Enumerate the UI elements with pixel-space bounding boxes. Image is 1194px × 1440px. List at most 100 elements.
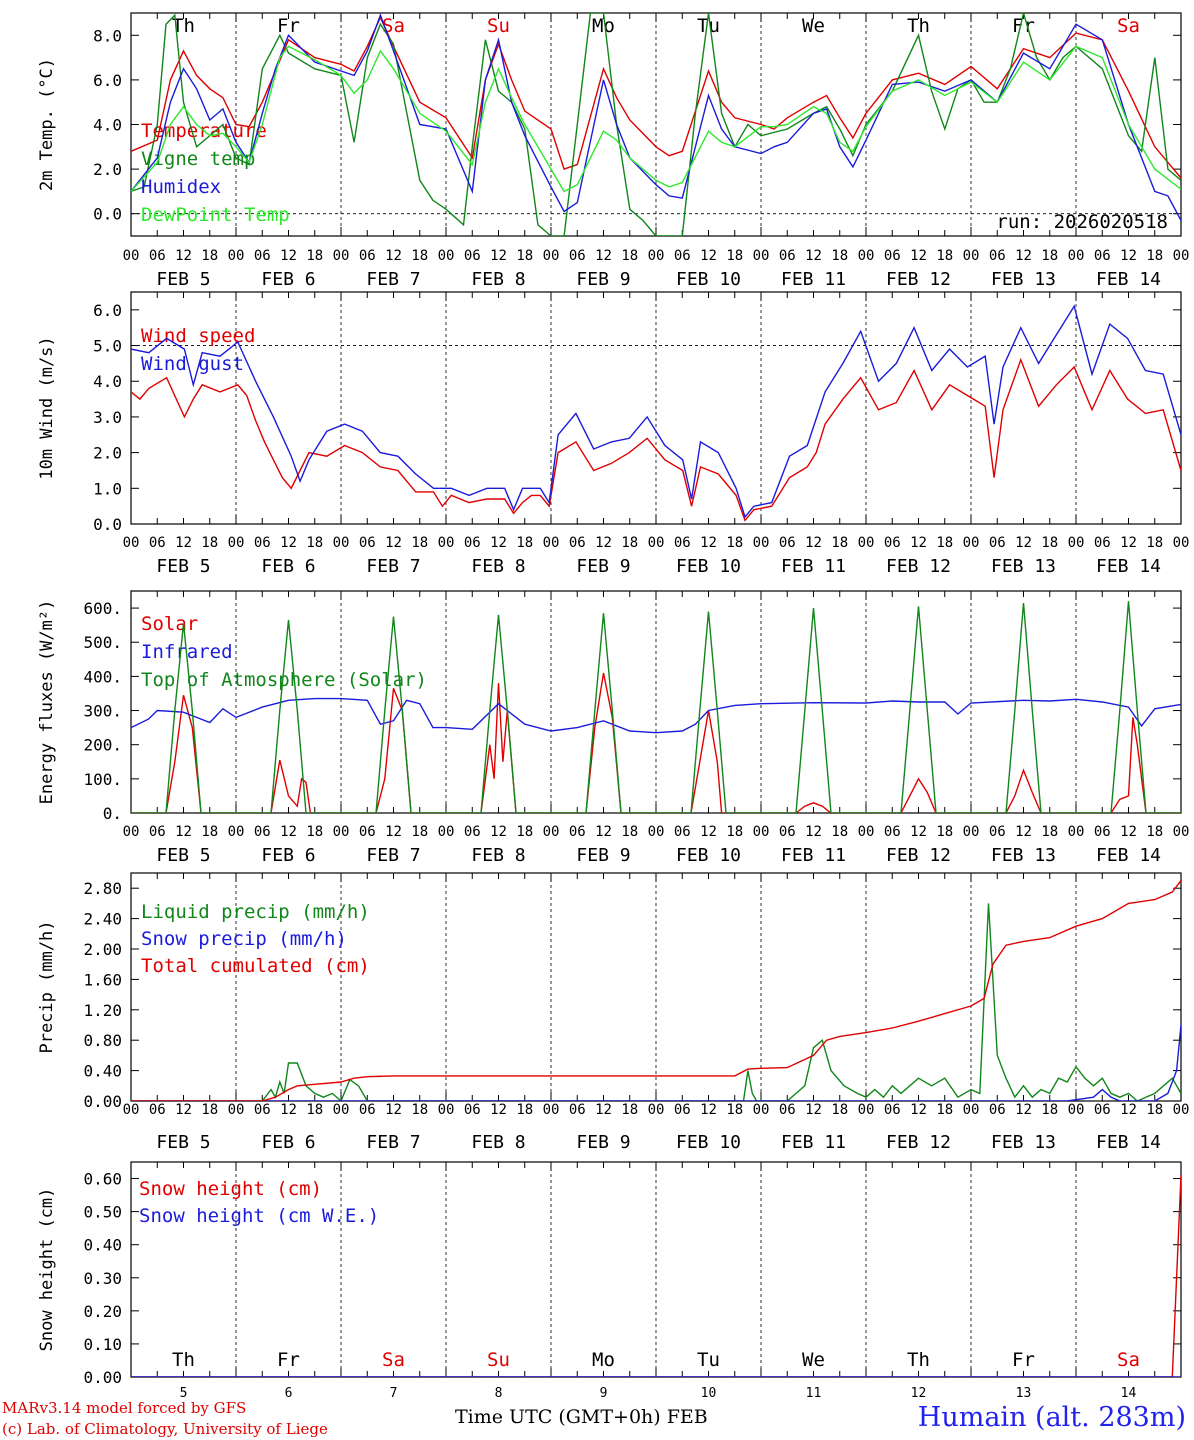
hour-tick-label: 00 (753, 1102, 770, 1118)
hour-tick-label: 00 (333, 535, 350, 551)
y-tick-label: 100. (83, 770, 122, 789)
hour-tick-label: 06 (1094, 824, 1111, 840)
hour-tick-label: 06 (149, 248, 166, 264)
date-label: FEB 13 (991, 1132, 1056, 1153)
y-tick-label: 0.60 (83, 1170, 122, 1189)
y-tick-label: 2.0 (93, 444, 122, 463)
y-tick-label: 1.60 (83, 970, 122, 989)
date-label: FEB 8 (471, 1132, 525, 1153)
weekday-label: Tu (697, 1349, 720, 1371)
hour-tick-label: 12 (175, 248, 192, 264)
hour-tick-label: 06 (674, 248, 691, 264)
hour-tick-label: 06 (254, 535, 271, 551)
hour-tick-label: 06 (464, 1102, 481, 1118)
series-line (131, 357, 1181, 522)
hour-tick-label: 00 (858, 824, 875, 840)
hour-tick-label: 00 (1068, 248, 1085, 264)
hour-tick-label: 18 (1041, 535, 1058, 551)
legend-entry: Snow precip (mm/h) (141, 928, 347, 950)
hour-tick-label: 18 (516, 248, 533, 264)
hour-tick-label: 06 (674, 824, 691, 840)
date-label: FEB 13 (991, 845, 1056, 866)
hour-tick-label: 06 (569, 824, 586, 840)
hour-tick-label: 06 (464, 248, 481, 264)
hour-tick-label: 18 (936, 535, 953, 551)
lab-credit: (c) Lab. of Climatology, University of L… (2, 1420, 328, 1438)
hour-tick-label: 18 (831, 1102, 848, 1118)
weekday-label: Th (172, 15, 195, 37)
date-label: FEB 6 (261, 269, 315, 290)
y-tick-label: 6.0 (93, 301, 122, 320)
y-axis-label: 10m Wind (m/s) (37, 336, 57, 479)
y-tick-label: 0.00 (83, 1368, 122, 1387)
hour-tick-label: 12 (490, 248, 507, 264)
hour-tick-label: 18 (1146, 535, 1163, 551)
hour-tick-label: 12 (280, 1102, 297, 1118)
hour-tick-label: 12 (805, 248, 822, 264)
run-label: run: 2026020518 (996, 211, 1168, 233)
y-tick-label: 8.0 (93, 26, 122, 45)
hour-tick-label: 12 (175, 535, 192, 551)
weekday-label: Su (487, 1349, 510, 1371)
hour-tick-label: 18 (831, 248, 848, 264)
hour-tick-label: 12 (280, 535, 297, 551)
hour-tick-label: 12 (280, 824, 297, 840)
day-number: 10 (701, 1386, 717, 1401)
day-number: 6 (285, 1386, 293, 1401)
y-tick-label: 300. (83, 702, 122, 721)
hour-tick-label: 12 (595, 1102, 612, 1118)
hour-tick-label: 12 (595, 535, 612, 551)
date-label: FEB 14 (1096, 1132, 1161, 1153)
date-label: FEB 7 (366, 845, 420, 866)
hour-tick-label: 12 (805, 1102, 822, 1118)
y-tick-label: 4.0 (93, 116, 122, 135)
hour-tick-label: 00 (753, 248, 770, 264)
hour-tick-label: 00 (858, 1102, 875, 1118)
y-tick-label: 0.0 (93, 205, 122, 224)
day-number: 14 (1121, 1386, 1137, 1401)
hour-tick-label: 06 (359, 248, 376, 264)
hour-tick-label: 00 (543, 824, 560, 840)
weekday-label: Sa (1117, 1349, 1140, 1371)
hour-tick-label: 00 (648, 248, 665, 264)
date-label: FEB 5 (156, 269, 210, 290)
date-label: FEB 10 (676, 845, 741, 866)
date-label: FEB 10 (676, 1132, 741, 1153)
hour-tick-label: 12 (595, 248, 612, 264)
hour-tick-label: 00 (333, 824, 350, 840)
hour-tick-label: 12 (385, 248, 402, 264)
y-axis-label: Snow height (cm) (37, 1188, 57, 1352)
hour-tick-label: 18 (726, 248, 743, 264)
date-label: FEB 5 (156, 556, 210, 577)
hour-tick-label: 00 (753, 535, 770, 551)
legend-entry: Vigne temp (141, 148, 255, 170)
hour-tick-label: 12 (490, 824, 507, 840)
legend-entry: Top of Atmosphere (Solar) (141, 669, 427, 691)
date-label: FEB 8 (471, 269, 525, 290)
hour-tick-label: 06 (884, 1102, 901, 1118)
hour-tick-label: 18 (306, 824, 323, 840)
weekday-label: Tu (697, 15, 720, 37)
date-label: FEB 6 (261, 845, 315, 866)
y-tick-label: 0.0 (93, 515, 122, 534)
weekday-label: Fr (277, 15, 300, 37)
hour-tick-label: 18 (621, 824, 638, 840)
weekday-label: Sa (382, 15, 405, 37)
hour-tick-label: 12 (700, 824, 717, 840)
date-label: FEB 14 (1096, 556, 1161, 577)
y-tick-label: 600. (83, 599, 122, 618)
date-label: FEB 11 (781, 269, 846, 290)
hour-tick-label: 00 (543, 248, 560, 264)
hour-tick-label: 00 (123, 535, 140, 551)
hour-tick-label: 00 (963, 535, 980, 551)
y-axis-label: Precip (mm/h) (37, 920, 57, 1053)
weekday-label: Fr (1012, 15, 1035, 37)
hour-tick-label: 06 (674, 1102, 691, 1118)
hour-tick-label: 06 (989, 535, 1006, 551)
hour-tick-label: 12 (175, 1102, 192, 1118)
y-tick-label: 0.50 (83, 1203, 122, 1222)
date-label: FEB 11 (781, 845, 846, 866)
hour-tick-label: 00 (963, 824, 980, 840)
hour-tick-label: 00 (963, 1102, 980, 1118)
hour-tick-label: 00 (858, 535, 875, 551)
